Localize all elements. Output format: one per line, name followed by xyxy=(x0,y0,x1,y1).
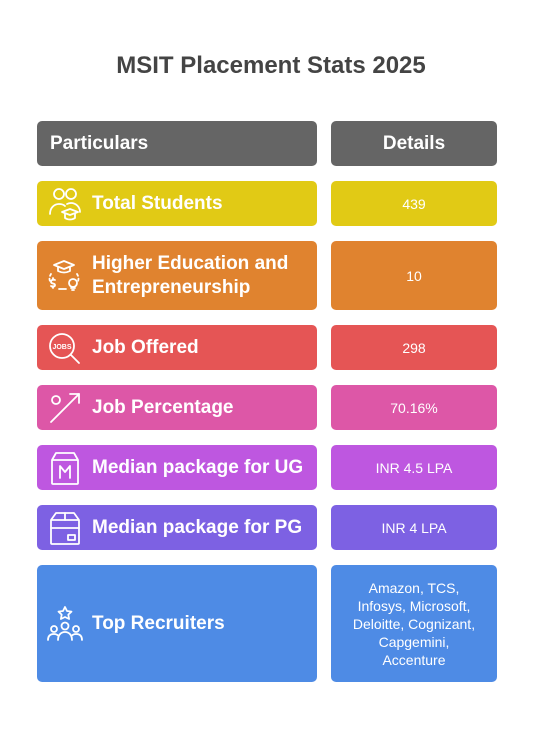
svg-text:JOBS: JOBS xyxy=(52,344,71,351)
header-particulars-label: Particulars xyxy=(50,132,149,154)
row-label: Median package for UG xyxy=(92,456,304,478)
row-value: 10 xyxy=(406,267,422,284)
row-label: Total Students xyxy=(92,192,223,214)
education-entrepreneurship-icon xyxy=(46,256,84,296)
row-top-recruiters-value-cell: Amazon, TCS, Infosys, Microsoft, Deloitt… xyxy=(331,565,497,682)
row-value: INR 4 LPA xyxy=(381,519,447,536)
students-icon xyxy=(46,184,84,224)
row-median-ug-value-cell: INR 4.5 LPA xyxy=(331,445,497,490)
row-median-pg-label-cell: Median package for PG xyxy=(37,505,317,550)
row-value: 298 xyxy=(402,339,426,356)
row-job-offered-label-cell: JOBS Job Offered xyxy=(37,325,317,370)
page-title: MSIT Placement Stats 2025 xyxy=(116,52,426,79)
package-m-icon xyxy=(46,448,84,488)
header-details: Details xyxy=(331,121,497,166)
row-label: Job Percentage xyxy=(92,396,234,418)
row-label: Job Offered xyxy=(92,336,199,358)
row-job-offered-value-cell: 298 xyxy=(331,325,497,370)
row-total-students-value-cell: 439 xyxy=(331,181,497,226)
row-median-pg-value-cell: INR 4 LPA xyxy=(331,505,497,550)
row-value: 70.16% xyxy=(390,399,438,416)
header-details-label: Details xyxy=(382,132,446,154)
row-total-students-label-cell: Total Students xyxy=(37,181,317,226)
row-higher-education-label-cell: Higher Education and Entrepreneurship xyxy=(37,241,317,310)
row-label: Higher Education and Entrepreneurship xyxy=(92,252,289,298)
recruiters-star-icon xyxy=(46,604,84,644)
row-higher-education-value-cell: 10 xyxy=(331,241,497,310)
row-median-ug-label-cell: Median package for UG xyxy=(37,445,317,490)
row-value: 439 xyxy=(402,195,426,212)
row-job-percentage-label-cell: Job Percentage xyxy=(37,385,317,430)
header-particulars: Particulars xyxy=(37,121,317,166)
package-box-icon xyxy=(46,508,84,548)
jobs-search-icon: JOBS xyxy=(46,328,84,368)
row-label: Median package for PG xyxy=(92,516,303,538)
row-value: INR 4.5 LPA xyxy=(375,459,453,476)
row-job-percentage-value-cell: 70.16% xyxy=(331,385,497,430)
row-value: Amazon, TCS, Infosys, Microsoft, Deloitt… xyxy=(352,579,476,668)
percentage-icon xyxy=(46,388,84,428)
row-top-recruiters-label-cell: Top Recruiters xyxy=(37,565,317,682)
row-label: Top Recruiters xyxy=(92,612,225,634)
